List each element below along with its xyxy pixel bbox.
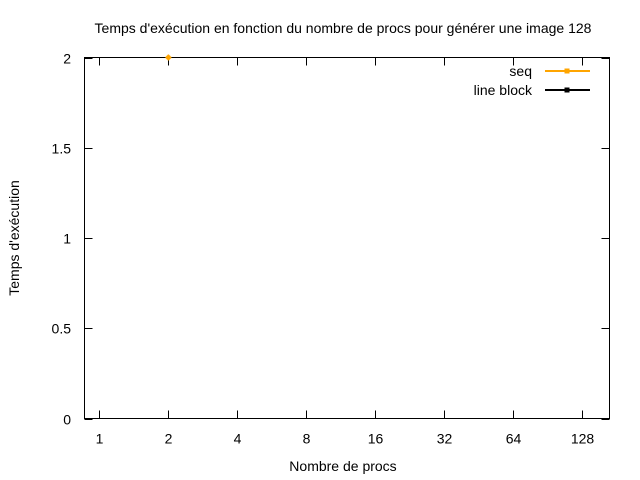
x-tick-label: 64 [506, 431, 522, 447]
legend-label: line block [474, 82, 533, 98]
x-tick-label: 128 [571, 431, 595, 447]
plot-frame [84, 57, 610, 419]
y-tick-label: 1.5 [52, 141, 72, 157]
x-axis-label: Nombre de procs [289, 458, 396, 474]
legend: seq line block [474, 63, 590, 98]
y-axis: 0 0.5 1 1.5 2 [52, 51, 610, 428]
x-tick-label: 2 [165, 431, 173, 447]
y-tick-label: 2 [63, 51, 71, 67]
chart-title: Temps d'exécution en fonction du nombre … [95, 20, 592, 36]
series-seq [165, 54, 172, 61]
y-tick-label: 1 [63, 231, 71, 247]
y-axis-label: Temps d'exécution [6, 180, 22, 296]
data-point [165, 55, 171, 60]
x-tick-label: 32 [437, 431, 453, 447]
x-tick-label: 1 [96, 431, 104, 447]
legend-swatch-marker [564, 87, 570, 93]
x-tick-label: 16 [368, 431, 384, 447]
series-layer [165, 54, 172, 61]
legend-swatch-marker [564, 68, 570, 74]
legend-label: seq [509, 63, 532, 79]
x-axis: 1 2 4 8 16 32 64 128 [96, 57, 595, 447]
x-tick-label: 4 [234, 431, 242, 447]
y-tick-label: 0 [63, 412, 71, 428]
y-tick-label: 0.5 [52, 321, 72, 337]
x-tick-label: 8 [303, 431, 311, 447]
